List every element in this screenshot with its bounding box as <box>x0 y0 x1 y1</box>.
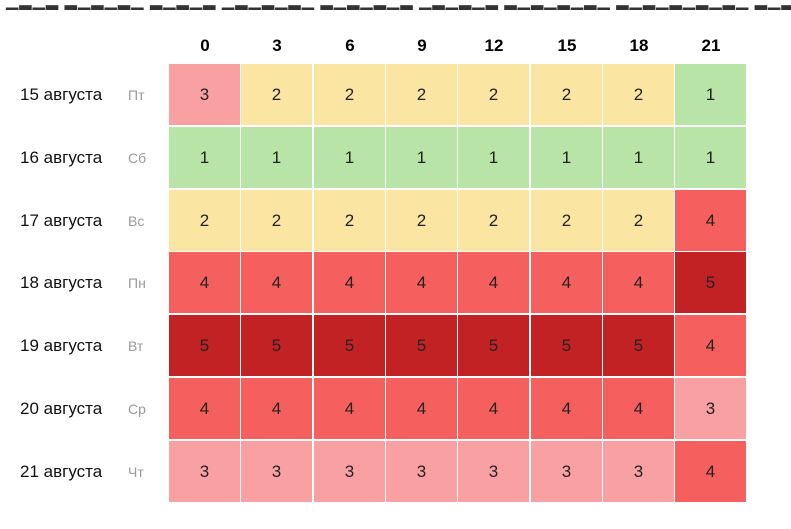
heatmap-cell: 4 <box>603 252 674 313</box>
heatmap-cell: 3 <box>458 441 529 502</box>
row-weekday: Вт <box>128 338 144 354</box>
column-header-0: 0 <box>200 36 210 55</box>
heatmap-cell: 3 <box>675 378 746 439</box>
row-weekday: Сб <box>128 150 147 166</box>
row-label: 15 августа Пт <box>0 64 160 126</box>
heatmap-cell: 2 <box>531 190 602 251</box>
row-label: 17 августа Вс <box>0 190 160 252</box>
heatmap-cell: 1 <box>169 127 240 188</box>
row-label: 21 августа Чт <box>0 441 160 503</box>
heatmap-cell: 3 <box>169 441 240 502</box>
heatmap-cell: 2 <box>603 64 674 125</box>
row-label: 18 августа Пн <box>0 252 160 314</box>
heatmap-cell: 5 <box>169 315 240 376</box>
heatmap-cell: 2 <box>458 64 529 125</box>
column-header-6: 6 <box>345 36 355 55</box>
heatmap-cell: 5 <box>386 315 457 376</box>
row-weekday: Пт <box>128 87 145 103</box>
heatmap-cell: 1 <box>386 127 457 188</box>
heatmap-cell: 1 <box>603 127 674 188</box>
heatmap-cell: 5 <box>603 315 674 376</box>
heatmap-cell: 5 <box>675 252 746 313</box>
row-date: 16 августа <box>20 148 103 167</box>
heatmap-cell: 2 <box>241 64 312 125</box>
heatmap-cell: 4 <box>386 378 457 439</box>
heatmap-cell: 1 <box>675 127 746 188</box>
row-label: 19 августа Вт <box>0 315 160 377</box>
heatmap-cell: 4 <box>241 378 312 439</box>
heatmap-cell: 4 <box>169 252 240 313</box>
row-date: 15 августа <box>20 85 103 104</box>
row-date: 17 августа <box>20 211 103 230</box>
heatmap-cell: 2 <box>169 190 240 251</box>
row-date: 21 августа <box>20 462 103 481</box>
column-header-3: 3 <box>272 36 282 55</box>
heatmap-cell: 2 <box>314 190 385 251</box>
column-header-12: 12 <box>484 36 504 55</box>
column-header-9: 9 <box>417 36 427 55</box>
column-header-21: 21 <box>701 36 721 55</box>
heatmap-cell: 5 <box>241 315 312 376</box>
heatmap-cell: 4 <box>603 378 674 439</box>
row-date: 20 августа <box>20 399 103 418</box>
heatmap-cell: 1 <box>314 127 385 188</box>
column-header-18: 18 <box>629 36 649 55</box>
row-weekday: Ср <box>128 401 146 417</box>
heatmap-cell: 3 <box>169 64 240 125</box>
heatmap-cell: 1 <box>675 64 746 125</box>
heatmap-cell: 3 <box>531 441 602 502</box>
heatmap-cell: 4 <box>458 378 529 439</box>
heatmap-cell: 4 <box>314 252 385 313</box>
row-weekday: Вс <box>128 213 145 229</box>
heatmap-cell: 4 <box>675 315 746 376</box>
heatmap-cell: 4 <box>675 190 746 251</box>
heatmap-cell: 4 <box>314 378 385 439</box>
row-weekday: Пн <box>128 275 146 291</box>
heatmap-cell: 4 <box>169 378 240 439</box>
heatmap-cell: 4 <box>531 378 602 439</box>
heatmap-cell: 5 <box>314 315 385 376</box>
row-weekday: Чт <box>128 464 144 480</box>
heatmap-cell: 3 <box>603 441 674 502</box>
heatmap-cell: 2 <box>386 190 457 251</box>
heatmap-cell: 1 <box>531 127 602 188</box>
heatmap-cell: 3 <box>314 441 385 502</box>
row-label: 20 августа Ср <box>0 378 160 440</box>
row-label: 16 августа Сб <box>0 127 160 189</box>
heatmap-cell: 5 <box>458 315 529 376</box>
row-date: 18 августа <box>20 273 103 292</box>
heatmap-cell: 3 <box>241 441 312 502</box>
heatmap-cell: 2 <box>603 190 674 251</box>
heatmap-cell: 4 <box>675 441 746 502</box>
heatmap-cell: 1 <box>458 127 529 188</box>
heatmap-cell: 4 <box>241 252 312 313</box>
heatmap-cell: 2 <box>241 190 312 251</box>
cropped-title-strip: ▁▂▁▂ ▂▁▂▁▂▁ ▂▁▂▁▂ ▁▂▁▂▁▂▁ ▂▁▂▁▂▁▂ ▁▂▁▂▁▂… <box>6 0 791 10</box>
heatmap-cell: 4 <box>458 252 529 313</box>
heatmap-cell: 1 <box>241 127 312 188</box>
column-header-15: 15 <box>557 36 577 55</box>
heatmap-cell: 4 <box>386 252 457 313</box>
heatmap-cell: 2 <box>531 64 602 125</box>
heatmap-cell: 2 <box>314 64 385 125</box>
heatmap-cell: 2 <box>458 190 529 251</box>
heatmap-cell: 5 <box>531 315 602 376</box>
row-date: 19 августа <box>20 336 103 355</box>
heatmap-cell: 4 <box>531 252 602 313</box>
heatmap-cell: 2 <box>386 64 457 125</box>
heatmap-cell: 3 <box>386 441 457 502</box>
